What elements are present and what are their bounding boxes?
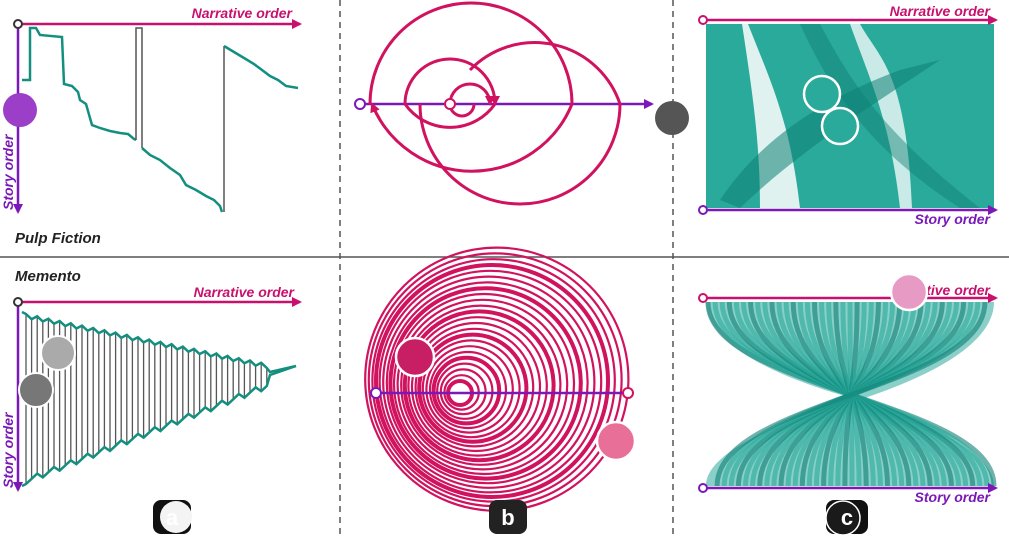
panel-label-a-text: a <box>166 505 179 530</box>
spiral-arc-6 <box>448 82 495 106</box>
spiral-end <box>622 387 634 399</box>
memento-ring <box>417 332 529 444</box>
memento-ring <box>374 263 610 499</box>
panel-c-top: Narrative order Story order <box>698 3 998 227</box>
panel-label-c: c <box>825 500 868 536</box>
narrative-axis-label: Narrative order <box>890 3 992 19</box>
memento-upper-line <box>21 310 297 374</box>
pulp-step-line-2 <box>141 147 224 213</box>
white-ring-dot-icon <box>802 74 842 114</box>
spiral-arc-4 <box>403 103 497 129</box>
story-axis-label: Story order <box>0 411 16 488</box>
spiral-origin <box>370 387 382 399</box>
purple-dot-icon <box>3 93 37 127</box>
memento-ring <box>431 355 502 426</box>
memento-ring <box>407 316 548 457</box>
memento-ring <box>421 339 521 439</box>
pink-dot-icon <box>889 272 929 312</box>
panel-a-bottom: Memento Narrative order Story order <box>0 268 302 492</box>
panel-b-top <box>354 1 689 206</box>
film-title: Pulp Fiction <box>15 230 101 247</box>
panel-label-a: a <box>153 500 192 534</box>
pink-dot-icon <box>595 420 637 462</box>
panel-label-c-text: c <box>841 505 853 530</box>
gray-dot-icon <box>40 335 76 371</box>
spiral-origin <box>354 98 366 110</box>
white-ring-dot-icon <box>820 106 860 146</box>
black-dot-icon <box>825 500 861 536</box>
memento-ring <box>400 304 562 466</box>
origin-marker-bottom <box>698 205 708 215</box>
gray-dot-icon <box>655 101 689 135</box>
origin-marker-top <box>698 15 708 25</box>
narrative-axis-label: Narrative order <box>192 5 294 21</box>
memento-ring <box>385 281 589 485</box>
memento-flow-band <box>714 301 988 487</box>
memento-ring <box>414 327 535 448</box>
magenta-dot-icon <box>394 336 436 378</box>
story-axis-label: Story order <box>915 489 992 505</box>
memento-flow-bands <box>705 301 997 487</box>
panel-b-bottom <box>364 246 637 512</box>
memento-ring <box>378 269 603 494</box>
memento-concentric-arcs <box>364 246 630 512</box>
pulp-step-line <box>22 26 137 142</box>
origin-marker <box>13 297 23 307</box>
spiral-arc-2 <box>370 102 574 173</box>
gray-dot-icon <box>18 372 54 408</box>
flow-gap-2 <box>850 24 912 208</box>
spiral-arc-3 <box>403 57 500 106</box>
pulp-step-line-3 <box>223 44 299 90</box>
panel-label-b: b <box>489 500 527 534</box>
memento-ring <box>392 292 576 476</box>
origin-marker <box>13 19 23 29</box>
spiral-arc-5 <box>418 41 622 206</box>
spiral-node <box>444 98 456 110</box>
panel-label-b-text: b <box>501 505 514 530</box>
memento-ring <box>436 362 494 420</box>
origin-marker-top <box>698 293 708 303</box>
memento-lower-line <box>21 364 297 488</box>
flow-dark-2 <box>800 24 980 208</box>
memento-ring <box>382 275 596 489</box>
memento-ring <box>425 345 514 434</box>
memento-ring <box>396 298 569 471</box>
memento-ring <box>428 350 508 430</box>
spiral-arc-1 <box>368 1 574 105</box>
narrative-axis-label: Narrative order <box>194 284 296 300</box>
story-axis-label: Story order <box>0 133 16 210</box>
story-axis-label: Story order <box>915 211 992 227</box>
panel-c-bottom: Narrative order Story order <box>698 272 998 505</box>
memento-ring <box>388 286 583 481</box>
memento-ring <box>410 321 542 453</box>
panel-a-top: Narrative order Story order Pulp Fiction <box>0 5 302 247</box>
memento-ring <box>402 309 556 463</box>
origin-marker-bottom <box>698 483 708 493</box>
white-dot-icon <box>160 501 192 533</box>
panel-label-b-badge <box>489 500 527 534</box>
pulp-jump-line <box>135 27 143 148</box>
film-title: Memento <box>15 268 81 285</box>
